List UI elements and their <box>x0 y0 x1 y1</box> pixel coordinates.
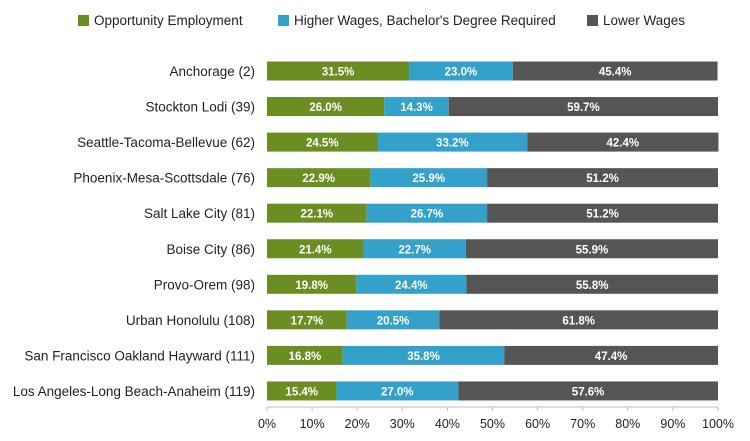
legend-swatch-higher-wages <box>278 14 289 26</box>
bar-segment-lower-wages <box>527 132 719 152</box>
bar-segment-lower-wages <box>512 61 718 81</box>
data-label: 22.9% <box>302 173 335 185</box>
bar-segment-lower-wages <box>487 168 718 188</box>
data-label: 31.5% <box>322 67 355 79</box>
data-label: 55.9% <box>576 244 609 256</box>
data-label: 47.4% <box>595 351 628 363</box>
bar-segment-lower-wages <box>458 381 718 401</box>
data-label: 20.5% <box>377 315 410 327</box>
bar-segment-opportunity-employment <box>267 61 410 81</box>
x-tick-label: 0% <box>258 417 276 431</box>
data-label: 22.1% <box>301 209 334 221</box>
x-tick-label: 40% <box>435 417 460 431</box>
category-label: Phoenix-Mesa-Scottsdale (76) <box>73 171 255 186</box>
bar-segment-higher-wages-bachelor-s-degree-required <box>377 132 528 152</box>
bar-segment-lower-wages <box>439 310 718 330</box>
data-label: 59.7% <box>567 102 600 114</box>
bar-segment-higher-wages-bachelor-s-degree-required <box>366 203 488 223</box>
x-tick-label: 60% <box>525 417 550 431</box>
legend-swatch-opportunity-employment <box>78 14 89 26</box>
data-label: 15.4% <box>285 386 318 398</box>
x-tick-label: 100% <box>702 417 734 431</box>
bar-segment-opportunity-employment <box>267 310 347 330</box>
x-tick-label: 70% <box>570 417 595 431</box>
data-label: 26.0% <box>309 102 342 114</box>
data-label: 16.8% <box>289 351 322 363</box>
data-label: 55.8% <box>576 280 609 292</box>
bar-segment-higher-wages-bachelor-s-degree-required <box>409 61 513 81</box>
x-tick-label: 10% <box>300 417 325 431</box>
x-tick-label: 90% <box>660 417 685 431</box>
x-tick-label: 50% <box>480 417 505 431</box>
data-label: 21.4% <box>299 244 332 256</box>
bar-segment-opportunity-employment <box>267 168 371 188</box>
data-label: 26.7% <box>411 209 444 221</box>
bar-segment-higher-wages-bachelor-s-degree-required <box>370 168 488 188</box>
bar-segment-opportunity-employment <box>267 381 337 401</box>
data-label: 14.3% <box>400 102 433 114</box>
category-label: Stockton Lodi (39) <box>145 100 255 115</box>
bar-segment-opportunity-employment <box>267 274 357 294</box>
data-label: 35.8% <box>407 351 440 363</box>
legend-item-higher-wages: Higher Wages, Bachelor's Degree Required <box>278 8 556 32</box>
bar-segment-opportunity-employment <box>267 132 378 152</box>
bar-segment-higher-wages-bachelor-s-degree-required <box>346 310 440 330</box>
data-label: 51.2% <box>586 173 619 185</box>
data-label: 22.7% <box>398 244 431 256</box>
category-label: Urban Honolulu (108) <box>126 313 255 328</box>
bar-segment-higher-wages-bachelor-s-degree-required <box>384 97 449 117</box>
bar-segment-opportunity-employment <box>267 203 367 223</box>
category-label: San Francisco Oakland Hayward (111) <box>24 348 255 363</box>
bar-segment-higher-wages-bachelor-s-degree-required <box>356 274 467 294</box>
legend-label-higher-wages: Higher Wages, Bachelor's Degree Required <box>294 12 556 28</box>
x-tick-label: 30% <box>390 417 415 431</box>
x-tick-label: 80% <box>615 417 640 431</box>
data-label: 17.7% <box>291 315 324 327</box>
legend-item-opportunity-employment: Opportunity Employment <box>78 8 243 32</box>
data-label: 27.0% <box>381 386 414 398</box>
bar-segment-higher-wages-bachelor-s-degree-required <box>342 345 505 365</box>
data-label: 19.8% <box>295 280 328 292</box>
x-tick-label: 20% <box>345 417 370 431</box>
data-label: 51.2% <box>586 209 619 221</box>
category-label: Provo-Orem (98) <box>154 277 255 292</box>
legend-label-lower-wages: Lower Wages <box>603 12 686 28</box>
bar-segment-lower-wages <box>504 345 718 365</box>
bar-segment-lower-wages <box>487 203 718 223</box>
data-label: 61.8% <box>562 315 595 327</box>
legend-swatch-lower-wages <box>587 14 598 26</box>
bar-segment-higher-wages-bachelor-s-degree-required <box>363 239 466 259</box>
category-label: Los Angeles-Long Beach-Anaheim (119) <box>13 384 255 399</box>
data-label: 42.4% <box>607 138 640 150</box>
category-label: Seattle-Tacoma-Bellevue (62) <box>77 135 255 150</box>
bar-segment-lower-wages <box>466 274 718 294</box>
data-label: 24.5% <box>306 138 339 150</box>
bar-segment-lower-wages <box>465 239 718 259</box>
data-label: 57.6% <box>572 386 605 398</box>
data-label: 23.0% <box>445 67 478 79</box>
bar-segment-lower-wages <box>448 97 718 117</box>
legend-label-opportunity-employment: Opportunity Employment <box>94 12 243 28</box>
category-label: Boise City (86) <box>166 242 255 257</box>
data-label: 45.4% <box>599 67 632 79</box>
data-label: 33.2% <box>436 138 469 150</box>
legend-item-lower-wages: Lower Wages <box>587 8 685 32</box>
data-label: 25.9% <box>412 173 445 185</box>
bar-segment-higher-wages-bachelor-s-degree-required <box>336 381 459 401</box>
category-label: Anchorage (2) <box>169 64 255 79</box>
data-label: 24.4% <box>395 280 428 292</box>
category-label: Salt Lake City (81) <box>144 206 255 221</box>
bar-segment-opportunity-employment <box>267 239 364 259</box>
bar-segment-opportunity-employment <box>267 97 385 117</box>
bar-segment-opportunity-employment <box>267 345 343 365</box>
